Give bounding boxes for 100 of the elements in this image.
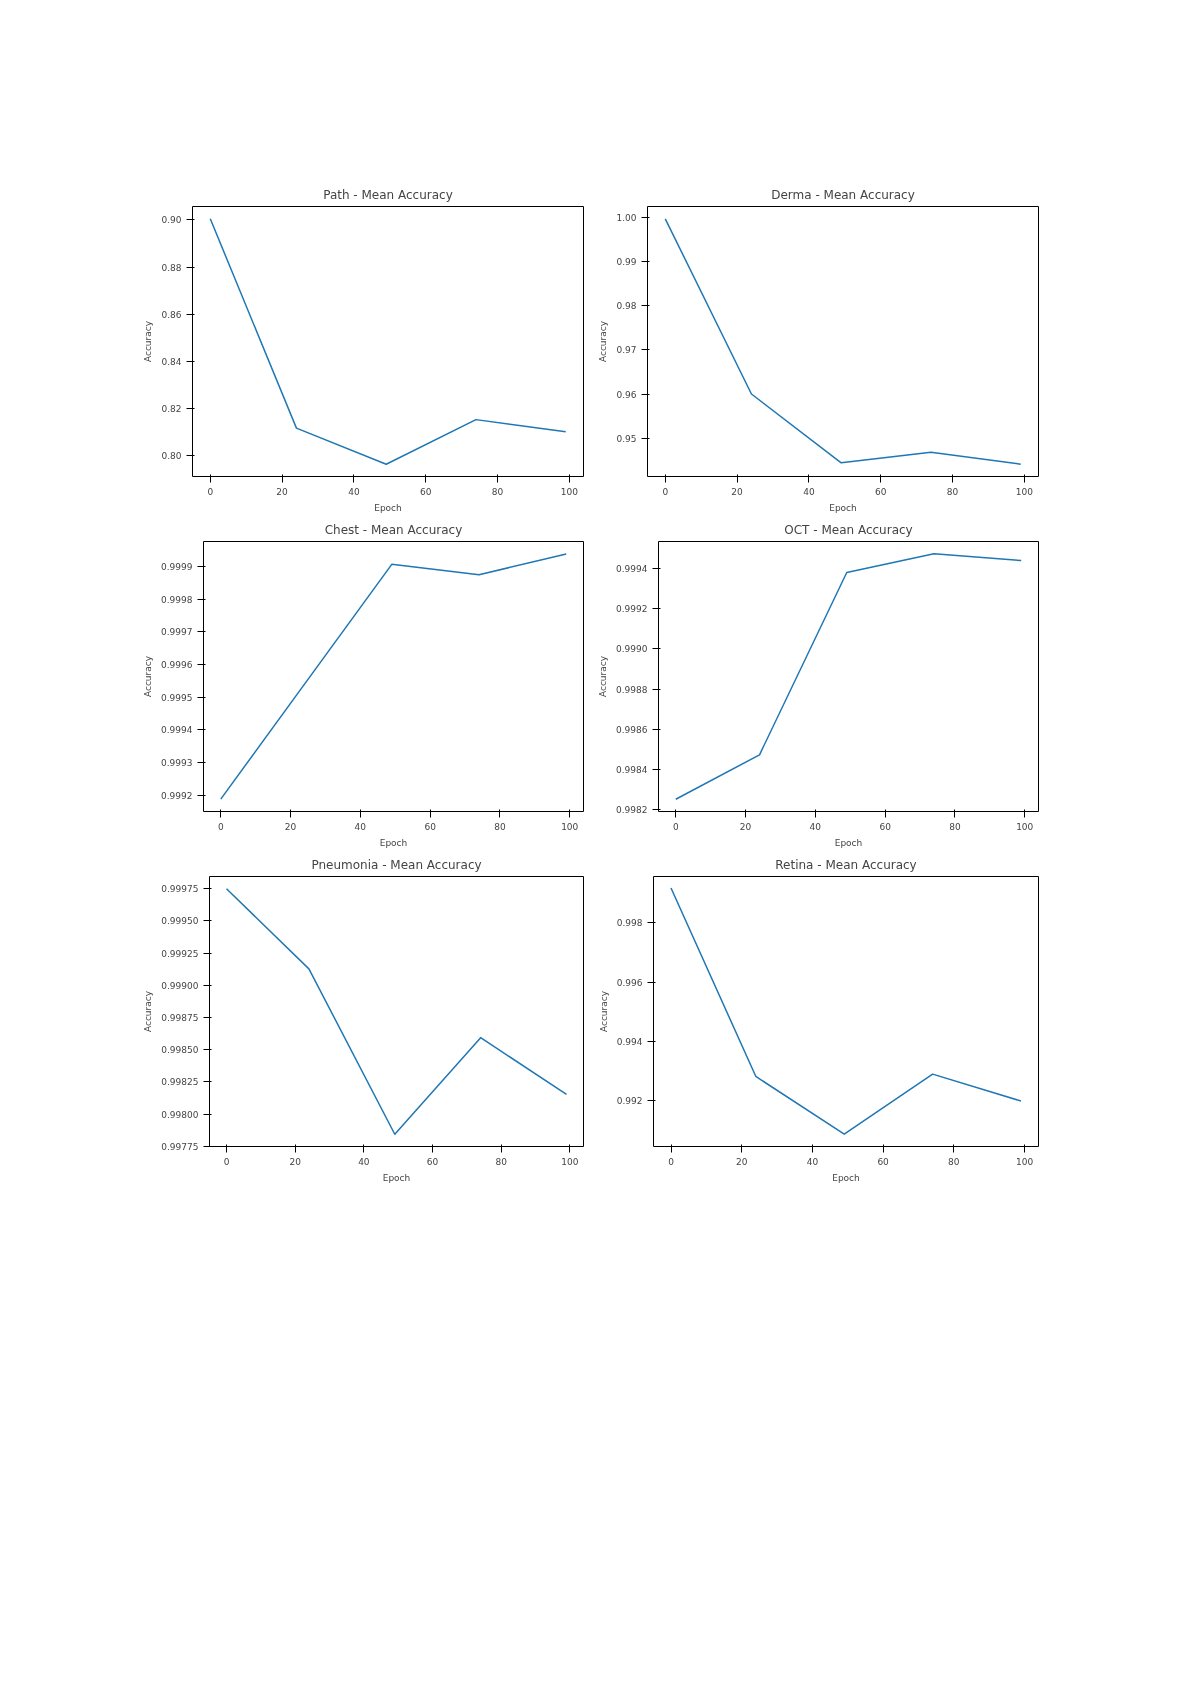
x-tick-label: 60 — [426, 1156, 439, 1167]
chart-title: Path - Mean Accuracy — [323, 187, 453, 202]
y-tick-label: 0.9988 — [616, 684, 648, 695]
y-tick-label: 0.9992 — [161, 790, 193, 801]
x-tick-label: 100 — [560, 486, 579, 497]
x-tick-label: 100 — [561, 821, 579, 832]
x-axis-title: Epoch — [374, 502, 402, 513]
x-tick-label: 60 — [424, 821, 437, 832]
y-axis-title: Accuracy — [143, 990, 154, 1033]
x-axis-title: Epoch — [829, 502, 857, 513]
x-axis-title: Epoch — [379, 837, 408, 848]
y-tick-label: 0.99775 — [161, 1141, 199, 1152]
y-tick-label: 0.99950 — [161, 916, 199, 927]
y-tick-label: 0.99875 — [161, 1013, 199, 1024]
x-tick-label: 0 — [217, 821, 224, 832]
y-tick-label: 0.86 — [161, 309, 182, 320]
line-series — [220, 553, 567, 800]
y-tick-label: 0.9999 — [161, 562, 193, 573]
y-tick-label: 0.9995 — [161, 692, 193, 703]
x-tick-label: 40 — [809, 821, 822, 832]
x-tick-label: 80 — [495, 1156, 508, 1167]
x-tick-label: 40 — [806, 1156, 819, 1167]
x-tick-label: 80 — [946, 486, 959, 497]
y-tick-label: 0.84 — [161, 357, 182, 368]
x-tick-label: 40 — [354, 821, 367, 832]
x-tick-label: 0 — [207, 486, 214, 497]
x-tick-label: 100 — [1015, 486, 1034, 497]
y-tick-label: 0.88 — [161, 262, 182, 273]
y-tick-label: 0.9990 — [616, 644, 648, 655]
x-tick-label: 40 — [358, 1156, 370, 1167]
x-axis-title: Epoch — [834, 837, 863, 848]
y-tick-label: 0.9998 — [161, 594, 193, 605]
y-tick-label: 0.9986 — [616, 724, 648, 735]
x-tick-label: 80 — [491, 486, 504, 497]
y-tick-label: 0.9984 — [616, 764, 648, 775]
y-tick-label: 0.9994 — [161, 725, 193, 736]
x-tick-label: 40 — [348, 486, 360, 497]
y-tick-label: 0.99 — [616, 257, 637, 268]
x-tick-label: 40 — [803, 486, 815, 497]
y-tick-label: 0.9992 — [616, 604, 648, 615]
y-axis-title: Accuracy — [143, 320, 154, 363]
chart-title: Chest - Mean Accuracy — [324, 522, 463, 537]
x-tick-label: 0 — [223, 1156, 230, 1167]
x-tick-label: 20 — [276, 486, 289, 497]
y-tick-label: 0.99800 — [161, 1109, 199, 1120]
y-tick-label: 0.994 — [616, 1036, 643, 1047]
x-tick-label: 60 — [874, 486, 887, 497]
y-tick-label: 1.00 — [616, 213, 637, 224]
chart-title: OCT - Mean Accuracy — [784, 522, 913, 537]
x-tick-label: 0 — [662, 486, 669, 497]
x-tick-label: 20 — [289, 1156, 302, 1167]
y-tick-label: 0.99925 — [161, 948, 199, 959]
chart-title: Pneumonia - Mean Accuracy — [311, 857, 482, 872]
x-axis-title: Epoch — [832, 1172, 860, 1183]
y-tick-label: 0.996 — [616, 977, 643, 988]
y-tick-label: 0.98 — [616, 301, 637, 312]
x-tick-label: 20 — [731, 486, 744, 497]
x-tick-label: 80 — [949, 821, 961, 832]
chart-title: Retina - Mean Accuracy — [775, 857, 917, 872]
y-tick-label: 0.9993 — [161, 758, 193, 769]
line-series — [664, 218, 1022, 465]
x-tick-label: 100 — [1016, 821, 1034, 832]
y-tick-label: 0.99900 — [161, 980, 199, 991]
y-tick-label: 0.9982 — [616, 805, 648, 816]
y-axis-title: Accuracy — [598, 320, 609, 363]
y-tick-label: 0.97 — [616, 345, 637, 356]
line-series — [675, 553, 1022, 800]
y-tick-label: 0.82 — [161, 404, 182, 415]
y-tick-label: 0.90 — [161, 215, 182, 226]
y-tick-label: 0.9994 — [616, 563, 648, 574]
x-tick-label: 60 — [879, 821, 892, 832]
y-tick-label: 0.998 — [616, 918, 643, 929]
x-tick-label: 60 — [419, 486, 432, 497]
line-series — [670, 887, 1022, 1135]
y-tick-label: 0.99850 — [161, 1045, 199, 1056]
x-tick-label: 100 — [561, 1156, 579, 1167]
x-axis-title: Epoch — [382, 1172, 411, 1183]
line-series — [209, 218, 567, 465]
y-tick-label: 0.99825 — [161, 1077, 199, 1088]
x-tick-label: 0 — [672, 821, 679, 832]
y-tick-label: 0.96 — [616, 389, 637, 400]
line-series — [225, 887, 568, 1136]
y-tick-label: 0.80 — [161, 451, 182, 462]
x-tick-label: 80 — [948, 1156, 960, 1167]
x-tick-label: 100 — [1015, 1156, 1034, 1167]
y-axis-title: Accuracy — [598, 990, 609, 1033]
y-tick-label: 0.9996 — [161, 660, 193, 671]
y-axis-title: Accuracy — [598, 655, 609, 698]
x-tick-label: 20 — [739, 821, 752, 832]
y-tick-label: 0.99975 — [161, 884, 199, 895]
y-tick-label: 0.9997 — [161, 627, 193, 638]
x-tick-label: 0 — [668, 1156, 675, 1167]
chart-title: Derma - Mean Accuracy — [771, 187, 915, 202]
x-tick-label: 20 — [735, 1156, 748, 1167]
y-tick-label: 0.95 — [616, 433, 637, 444]
y-axis-title: Accuracy — [143, 655, 154, 698]
x-tick-label: 20 — [284, 821, 297, 832]
x-tick-label: 80 — [494, 821, 506, 832]
x-tick-label: 60 — [877, 1156, 890, 1167]
y-tick-label: 0.992 — [616, 1095, 643, 1106]
